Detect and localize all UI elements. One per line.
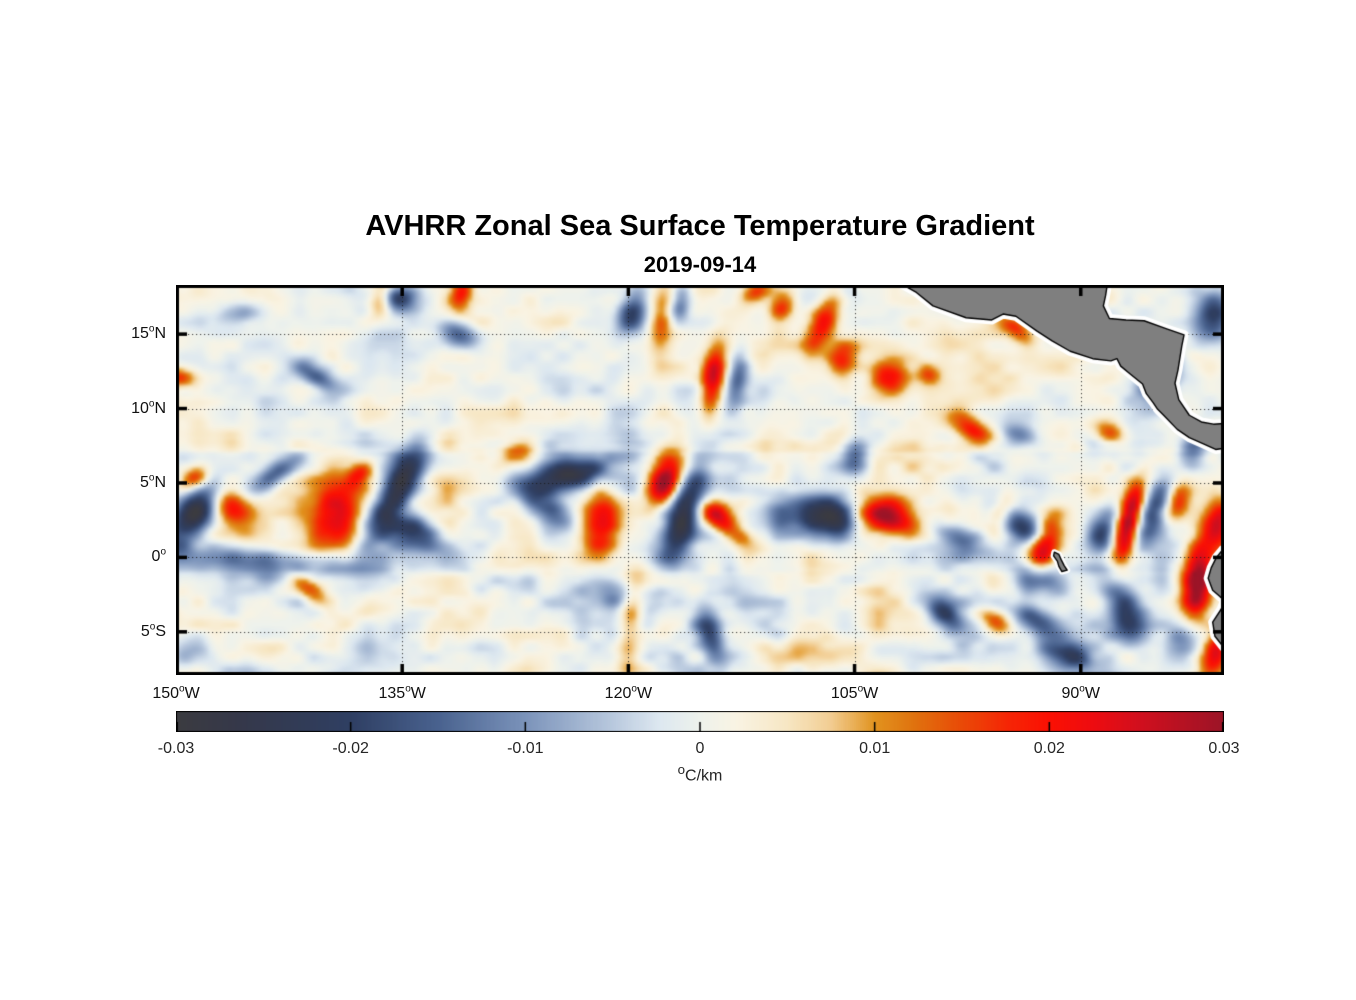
colorbar-tick-label: 0.02: [1033, 740, 1065, 757]
x-tick-label: 105oW: [830, 683, 879, 702]
colorbar-tick-label: 0.01: [859, 740, 891, 757]
colorbar-tick-label: 0.03: [1208, 740, 1240, 757]
x-tick-label: 90oW: [1061, 683, 1100, 702]
y-tick-label: 10oN: [131, 398, 166, 417]
y-tick-label: 15oN: [131, 323, 166, 343]
colorbar-unit-label: oC/km: [677, 762, 723, 785]
y-tick-label: 0o: [151, 547, 166, 566]
colorbar-tick-label: -0.02: [332, 740, 369, 757]
colorbar-tick-label: -0.03: [157, 740, 195, 757]
y-tick-label: 5oN: [139, 472, 166, 491]
x-tick-label: 120oW: [604, 683, 653, 702]
x-tick-label: 135oW: [378, 683, 426, 702]
colorbar-tick-label: -0.01: [507, 740, 544, 757]
x-tick-label: 150oW: [152, 683, 200, 702]
colorbar-tick-label: 0: [695, 740, 705, 757]
chart-date-subtitle: 2019-09-14: [643, 252, 757, 277]
map-heatmap-canvas: [176, 285, 1224, 675]
y-tick-label: 5oS: [140, 621, 166, 640]
colorbar-canvas: [176, 711, 1224, 732]
chart-title: AVHRR Zonal Sea Surface Temperature Grad…: [365, 210, 1035, 242]
